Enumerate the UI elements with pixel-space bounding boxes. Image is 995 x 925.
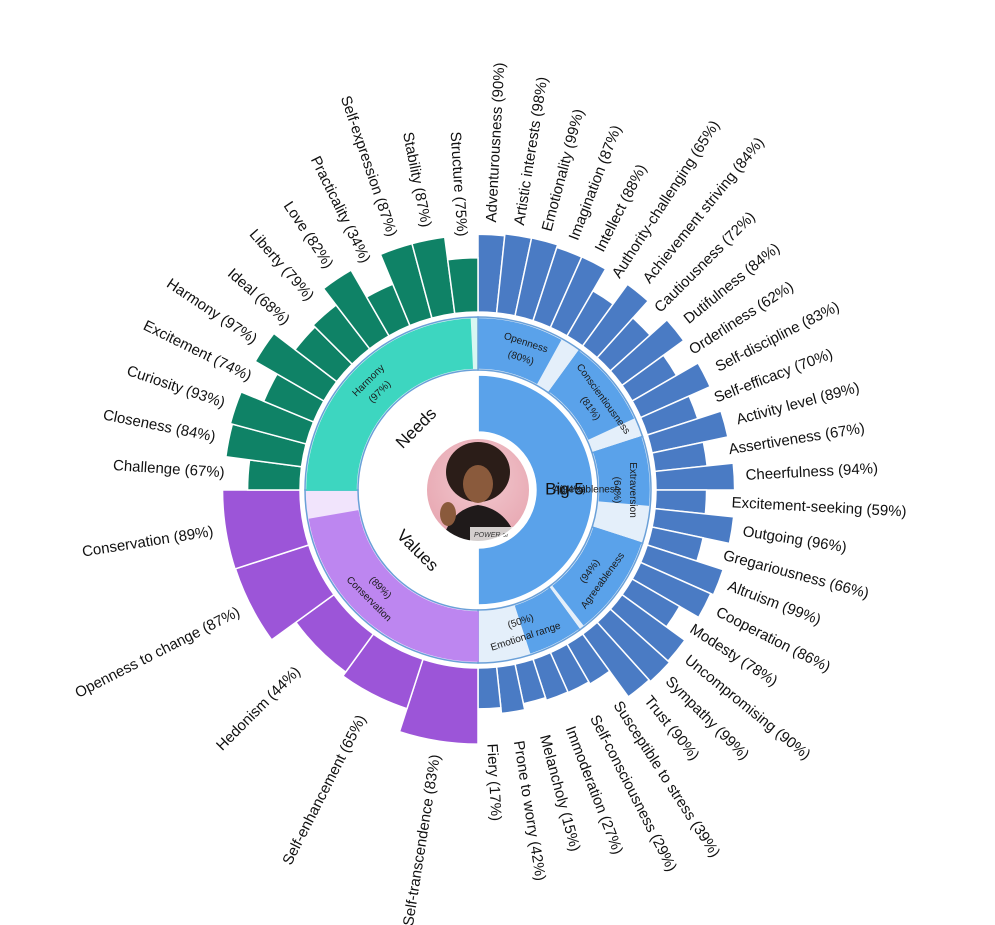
group-segment-big-5 xyxy=(477,374,594,606)
trait-label-hedonism: Hedonism (44%) xyxy=(213,663,304,754)
trait-label-closeness: Closeness (84%) xyxy=(102,407,217,446)
facet-fill-openness xyxy=(477,318,562,385)
trait-label-excitement-seeking: Excitement-seeking (59%) xyxy=(731,494,907,520)
photo-caption: POWER of xyxy=(474,532,509,539)
trait-label-self-enhancement: Self-enhancement (65%) xyxy=(279,712,369,868)
facet-fill-emotional-range xyxy=(514,587,580,654)
trait-label-fiery: Fiery (17%) xyxy=(483,743,504,821)
trait-label-structure: Structure (75%) xyxy=(447,131,471,237)
facet-fill-extraversion xyxy=(593,436,650,506)
group-label-big-5: Big 5 xyxy=(545,479,584,498)
group-summary-name: Agreeableness xyxy=(553,485,620,496)
trait-label-cheerfulness: Cheerfulness (94%) xyxy=(745,460,878,484)
facet-label-extraversion: Extraversion xyxy=(627,462,638,518)
trait-label-outgoing: Outgoing (96%) xyxy=(741,523,847,556)
trait-label-adventurousness: Adventurousness (90%) xyxy=(483,62,508,223)
facet-fill-harmony xyxy=(306,318,474,491)
trait-bar-structure xyxy=(446,256,479,315)
group-summary-percent: (94%) xyxy=(559,485,586,496)
facet-fill-conservation xyxy=(308,510,479,662)
group-segment-needs xyxy=(362,374,479,491)
trait-label-conservation: Conservation (89%) xyxy=(81,523,215,561)
trait-label-challenge: Challenge (67%) xyxy=(113,457,226,481)
trait-label-curiosity: Curiosity (93%) xyxy=(125,362,228,411)
group-segment-values xyxy=(362,489,479,606)
trait-label-stability: Stability (87%) xyxy=(399,131,435,229)
trait-label-openness-to-change: Openness to change (87%) xyxy=(72,604,242,702)
trait-label-self-transcendence: Self-transcendence (83%) xyxy=(400,753,444,925)
facet-percent-extraversion: (64%) xyxy=(611,477,622,504)
sunburst-rings xyxy=(221,233,736,745)
facet-fill-conscientiousness xyxy=(548,350,635,440)
trait-bar-fiery xyxy=(477,666,502,710)
facet-fill-agreeableness xyxy=(552,526,642,626)
